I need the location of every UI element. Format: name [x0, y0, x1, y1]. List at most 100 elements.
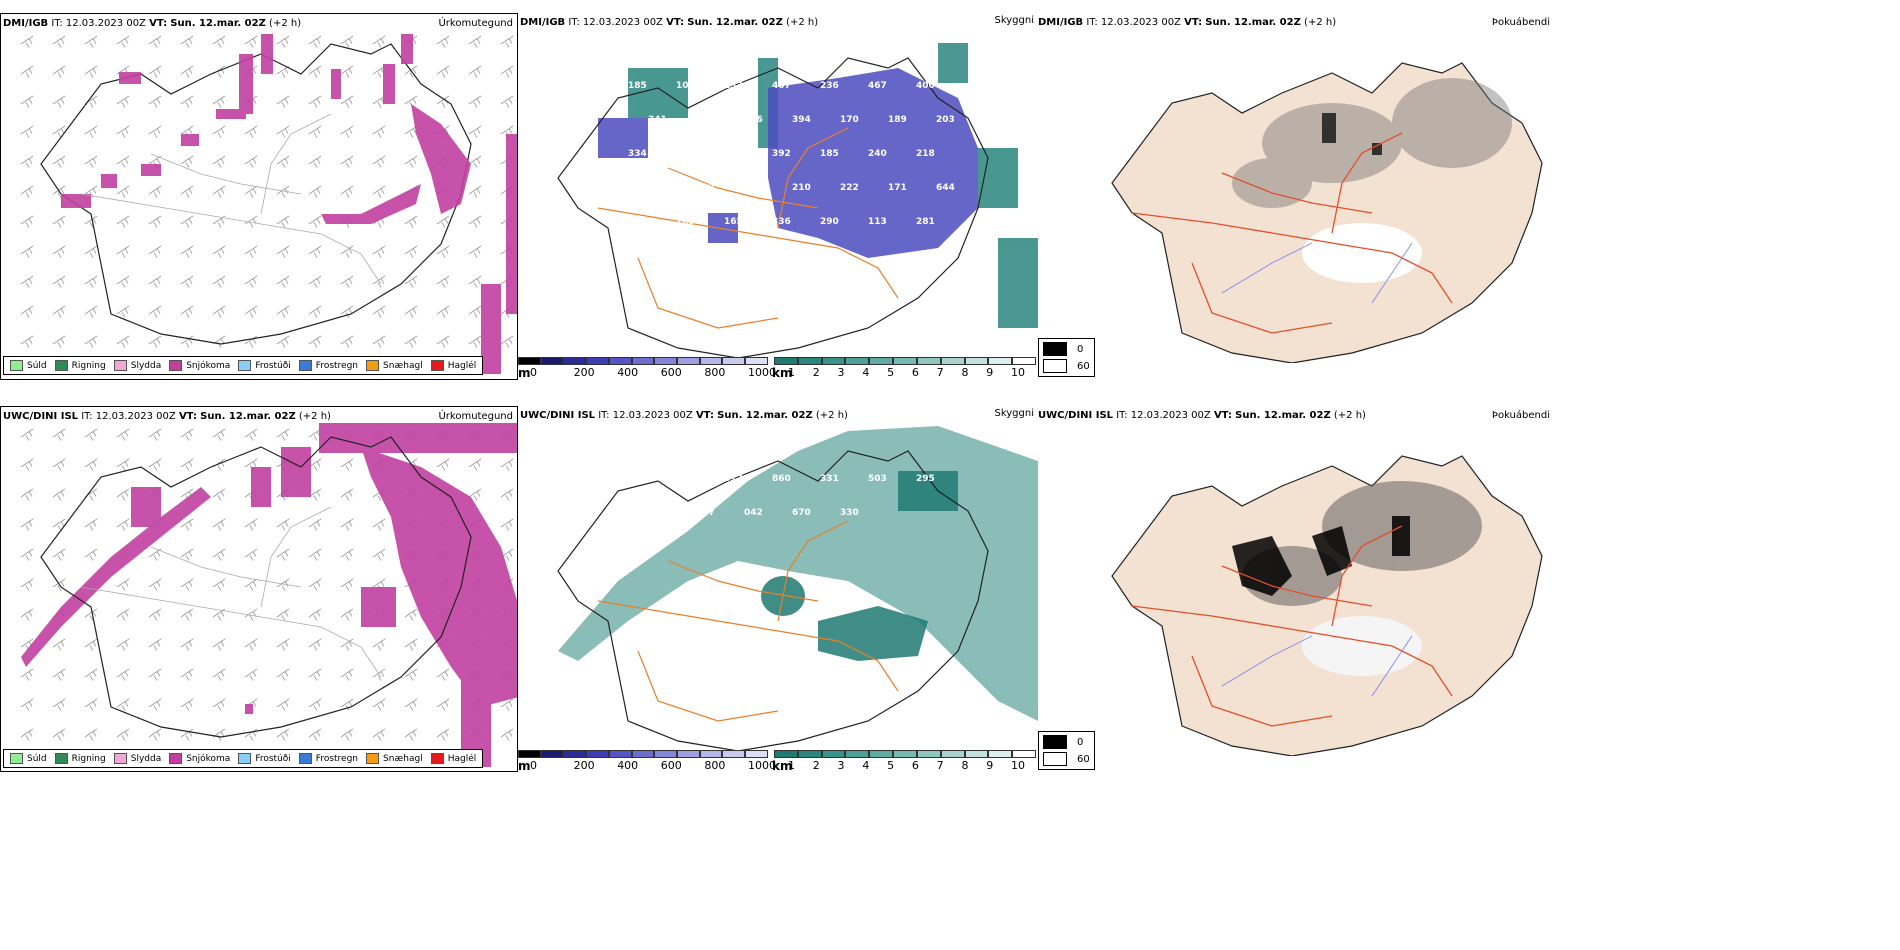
fog-legend-item: 60 [1043, 752, 1090, 766]
iceland-outline [1111, 62, 1543, 363]
visibility-colorbar [774, 750, 1036, 758]
wind-barb [276, 608, 290, 621]
wind-barb [340, 155, 354, 168]
wind-barb [308, 275, 322, 288]
wind-barb [116, 125, 130, 138]
wind-barb [52, 728, 66, 741]
map-value-label: 185 [820, 149, 839, 159]
fog-map [1111, 455, 1543, 756]
wind-barb [212, 488, 226, 501]
wind-barb [212, 305, 226, 318]
map-value-label: 378 [724, 149, 743, 159]
wind-barb [468, 95, 482, 108]
wind-barb [404, 728, 418, 741]
rivers [1221, 635, 1413, 697]
wind-barb [212, 185, 226, 198]
wind-barb [372, 518, 386, 531]
iceland-outline [557, 450, 989, 751]
wind-barb [116, 155, 130, 168]
colorbar-cell [654, 357, 678, 365]
wind-barb [116, 215, 130, 228]
wind-barb [436, 245, 450, 258]
map-value-label: 336 [772, 217, 791, 227]
wind-barb [20, 518, 34, 531]
wind-barb [340, 668, 354, 681]
wind-barb [180, 638, 194, 651]
wind-barb [340, 245, 354, 258]
wind-barb [244, 668, 258, 681]
wind-barb [52, 488, 66, 501]
wind-barb [84, 335, 98, 348]
legend-item: Haglél [430, 753, 476, 764]
wind-barb [148, 245, 162, 258]
wind-barb [20, 35, 34, 48]
map-value-label: 392 [772, 149, 791, 159]
wind-barb [244, 578, 258, 591]
colorbar-cell [964, 357, 989, 365]
cloud-panel-bottom: UWC/DINI ISL IT: 12.03.2023 00Z VT: Sun.… [518, 406, 1038, 772]
map-value-label: 295 [916, 474, 935, 484]
colorbar-tick-label: 0 [530, 759, 537, 772]
wind-barb [84, 245, 98, 258]
wind-barb [20, 185, 34, 198]
wind-barb [116, 305, 130, 318]
colorbar-tick-label: 1 [788, 759, 795, 772]
roads [80, 113, 382, 285]
wind-barb [308, 335, 322, 348]
fog-index-legend: 0 60 [1038, 731, 1095, 770]
map-value-label: 394 [792, 115, 811, 125]
legend-item: Rigning [54, 360, 106, 371]
colorbar-tick-label: 3 [837, 366, 845, 379]
legend-item: Snæhagl [366, 360, 423, 371]
wind-barb [148, 185, 162, 198]
wind-barb [372, 638, 386, 651]
colorbar-tick-label: 1000 [748, 366, 776, 379]
wind-barb [116, 185, 130, 198]
wind-barb [20, 698, 34, 711]
wind-barb [148, 35, 162, 48]
legend-item: Súld [10, 753, 47, 764]
colorbar-cell [608, 357, 632, 365]
wind-barb [20, 668, 34, 681]
colorbar-cell [540, 357, 564, 365]
wind-barb [308, 95, 322, 108]
roads [1131, 525, 1453, 727]
colorbar-cell [608, 750, 632, 758]
wind-barb [436, 698, 450, 711]
wind-barb [404, 668, 418, 681]
wind-barb [52, 275, 66, 288]
map-value-label: 422 [696, 115, 715, 125]
wind-barb [436, 668, 450, 681]
map-value-label: 107 [676, 81, 695, 91]
wind-barb [500, 728, 514, 741]
cloud-base-ticks: 0 200 400 600 800 1000 [530, 366, 776, 380]
wind-barb [308, 65, 322, 78]
colorbar-tick-label: 9 [986, 759, 994, 772]
map-value-label: 290 [820, 217, 839, 227]
wind-barb [404, 698, 418, 711]
wind-barb [340, 125, 354, 138]
map-value-label: 644 [936, 183, 955, 193]
wind-barb [468, 488, 482, 501]
wind-barb [52, 95, 66, 108]
colorbar-cell [1012, 750, 1036, 758]
fog-legend-item: 0 [1043, 342, 1090, 356]
wind-barb [276, 95, 290, 108]
wind-barb [20, 155, 34, 168]
wind-barb [84, 185, 98, 198]
colorbar-tick-label: 200 [573, 366, 595, 379]
colorbar-cell [774, 357, 798, 365]
panel-title: Úrkomutegund [438, 411, 513, 422]
wind-barb [180, 608, 194, 621]
wind-barb [116, 35, 130, 48]
colorbar-cell [821, 357, 846, 365]
legend-item: Slydda [113, 360, 161, 371]
legend-item: Rigning [54, 753, 106, 764]
colorbar-cell [745, 750, 768, 758]
wind-barb [148, 275, 162, 288]
wind-barb [340, 518, 354, 531]
colorbar-cell [722, 357, 746, 365]
visibility-unit: km [772, 759, 793, 772]
panel-title: Þokuábendi [1491, 17, 1550, 28]
legend-swatch [430, 360, 444, 371]
